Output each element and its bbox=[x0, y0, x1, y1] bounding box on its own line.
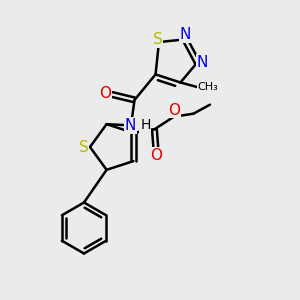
Text: O: O bbox=[150, 148, 162, 163]
Text: H: H bbox=[140, 118, 151, 132]
Text: N: N bbox=[197, 55, 208, 70]
Text: N: N bbox=[125, 118, 136, 133]
Text: CH₃: CH₃ bbox=[197, 82, 218, 92]
Text: S: S bbox=[153, 32, 162, 47]
Text: S: S bbox=[79, 140, 88, 154]
Text: O: O bbox=[100, 86, 112, 101]
Text: O: O bbox=[168, 103, 180, 118]
Text: N: N bbox=[180, 27, 191, 42]
